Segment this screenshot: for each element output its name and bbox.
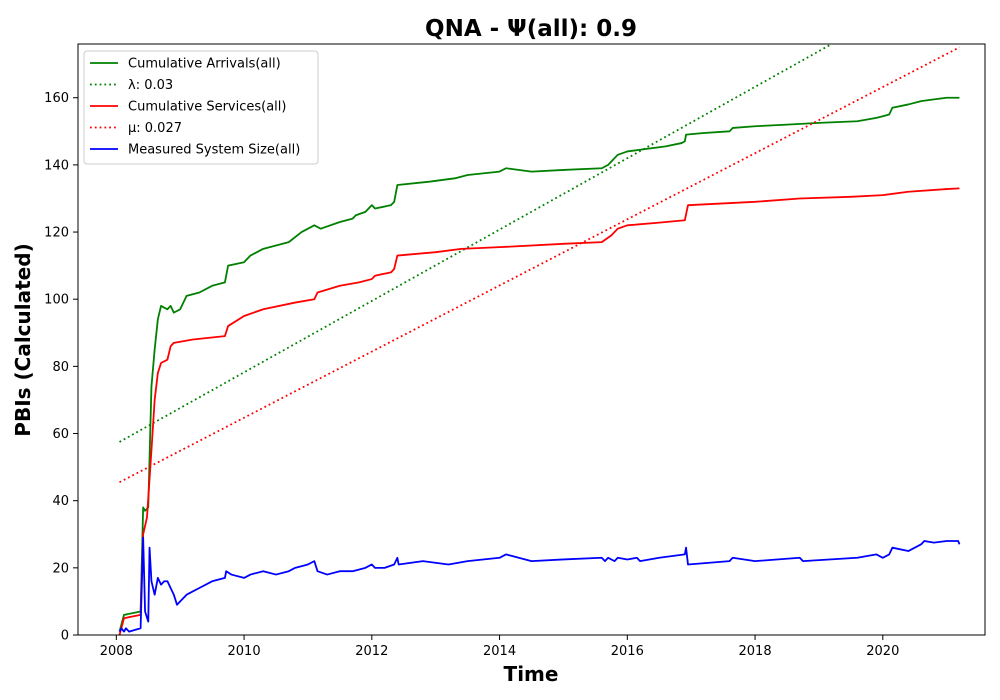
- legend-label-3: Cumulative Services(all): [128, 100, 286, 115]
- y-tick-label: 140: [44, 158, 69, 173]
- y-tick-label: 60: [52, 427, 69, 442]
- x-tick-label: 2014: [483, 644, 516, 659]
- x-tick-label: 2016: [611, 644, 644, 659]
- chart-title: QNA - Ψ(all): 0.9: [425, 16, 637, 42]
- y-tick-label: 100: [44, 293, 69, 308]
- plot-area: [118, 44, 961, 635]
- x-axis: 2008 2010 2012 2014 2016 2018 2020: [100, 635, 899, 659]
- x-tick-label: 2012: [355, 644, 388, 659]
- y-tick-label: 0: [61, 629, 69, 644]
- legend-label-2: λ: 0.03: [128, 78, 173, 93]
- series-line-5: [118, 536, 961, 633]
- series-line-3: [118, 187, 960, 635]
- x-axis-label: Time: [504, 662, 559, 686]
- legend-label-1: Cumulative Arrivals(all): [128, 57, 281, 72]
- x-tick-label: 2008: [100, 644, 133, 659]
- series-line-1: [118, 96, 960, 632]
- plot-frame: [77, 43, 986, 636]
- y-tick-label: 20: [52, 561, 69, 576]
- y-tick-label: 80: [52, 360, 69, 375]
- legend-label-4: μ: 0.027: [128, 121, 182, 136]
- legend-box: [83, 50, 319, 165]
- legend: Cumulative Arrivals(all) λ: 0.03 Cumulativ…: [83, 50, 319, 165]
- y-tick-label: 120: [44, 226, 69, 241]
- x-tick-label: 2020: [866, 644, 899, 659]
- x-tick-label: 2018: [739, 644, 772, 659]
- y-tick-label: 40: [52, 494, 69, 509]
- y-tick-label: 160: [44, 91, 69, 106]
- series-line-2: [119, 44, 833, 443]
- y-axis-label: PBIs (Calculated): [11, 243, 35, 436]
- x-tick-label: 2010: [228, 644, 261, 659]
- legend-label-5: Measured System Size(all): [128, 143, 300, 158]
- series-line-4: [119, 46, 960, 484]
- y-axis: 0 20 40 60 80 100 120 140 160: [44, 91, 78, 644]
